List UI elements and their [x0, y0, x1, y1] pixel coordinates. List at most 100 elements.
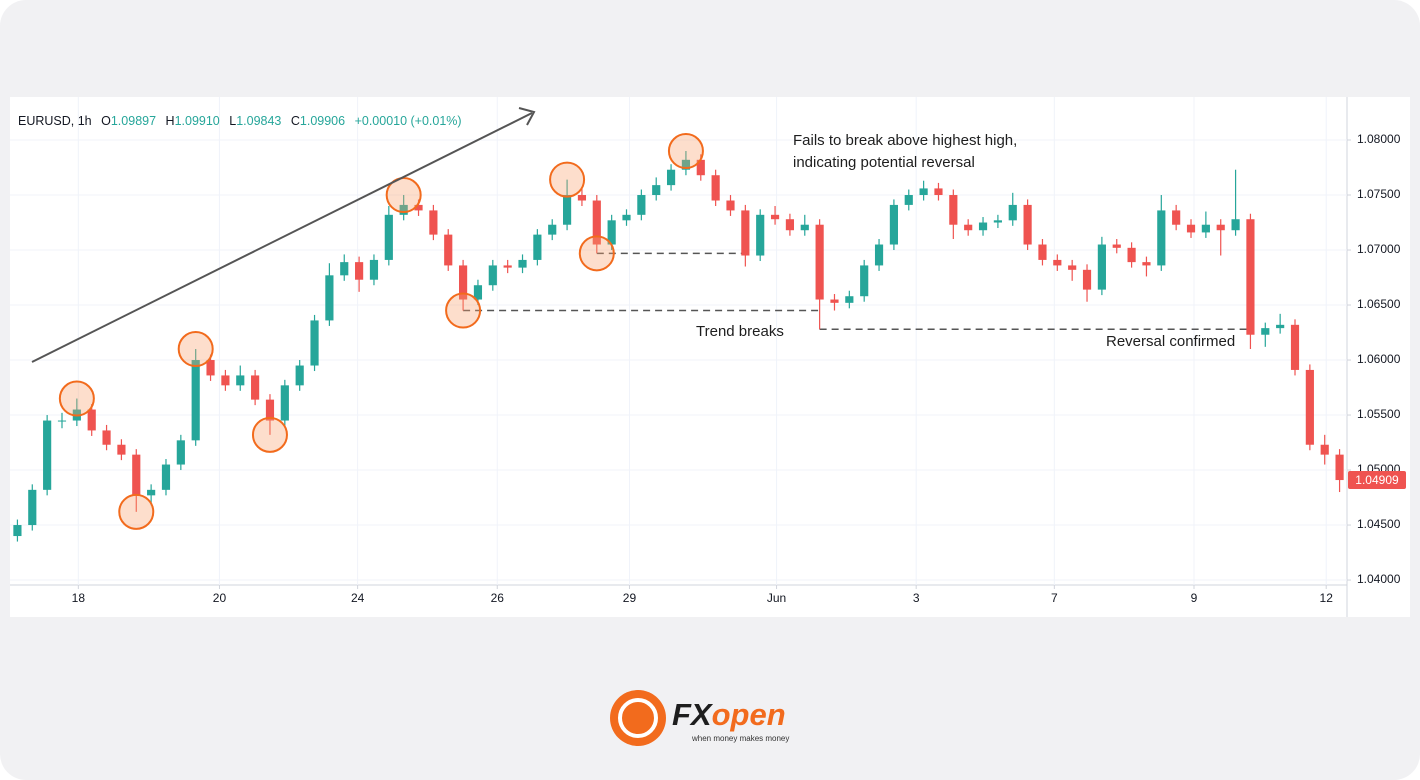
ohlc-key: O	[101, 114, 111, 128]
candle-body	[726, 200, 735, 211]
ohlc-key: L	[229, 114, 236, 128]
candle-body	[117, 444, 126, 455]
candle-body	[414, 204, 423, 211]
logo: FXopen when money makes money	[610, 690, 789, 746]
x-tick-label: 18	[72, 591, 86, 605]
logo-mark-inner	[618, 698, 658, 738]
x-tick-label: 24	[351, 591, 365, 605]
x-tick-label: 12	[1320, 591, 1334, 605]
candle-body	[1008, 204, 1017, 221]
candle-body	[87, 409, 96, 431]
candle-body	[147, 489, 156, 496]
symbol: EURUSD, 1h	[18, 114, 92, 128]
logo-tagline: when money makes money	[691, 734, 789, 743]
reversal-note: Reversal confirmed	[1106, 333, 1235, 350]
candle-body	[696, 159, 705, 176]
candle-body	[800, 224, 809, 231]
candle-body	[741, 210, 750, 256]
chart-panel	[10, 97, 1410, 617]
swing-circles	[58, 133, 704, 530]
x-tick-label: Jun	[767, 591, 786, 605]
candle-body	[102, 430, 111, 445]
candle-body	[770, 214, 780, 220]
candle-body	[860, 265, 869, 297]
candle-body	[889, 204, 898, 245]
candle-body	[384, 214, 393, 260]
candle-body	[1097, 244, 1106, 290]
levels	[463, 252, 1251, 330]
y-tick-label: 1.07500	[1357, 187, 1401, 201]
candle-body	[310, 320, 319, 366]
candle-body	[221, 375, 230, 386]
y-tick-label: 1.05500	[1357, 407, 1401, 421]
ohlc-key: H	[166, 114, 175, 128]
fails-note: indicating potential reversal	[793, 154, 975, 171]
y-tick-label: 1.06500	[1357, 297, 1401, 311]
candle-body	[1023, 204, 1032, 245]
swing-circle	[251, 416, 288, 453]
candle-body	[1335, 454, 1344, 481]
candle-body	[28, 489, 37, 526]
swing-circle	[578, 235, 615, 272]
candles	[13, 151, 1344, 542]
candle-body	[949, 195, 958, 225]
candle-body	[815, 224, 824, 300]
candle-body	[459, 265, 468, 300]
candle-body	[265, 399, 275, 421]
x-tick-label: 29	[623, 591, 637, 605]
candle-body	[964, 224, 973, 231]
arrow-line	[31, 112, 533, 363]
candle-body	[1246, 219, 1255, 335]
candle-body	[874, 244, 884, 266]
trend-arrow	[31, 107, 536, 363]
candle-body	[1112, 244, 1121, 248]
candle-body	[1290, 324, 1300, 370]
grid	[10, 97, 1347, 585]
ohlc-value: 1.09897	[111, 114, 156, 128]
candle-body	[1172, 210, 1181, 225]
candle-body	[488, 265, 497, 286]
swing-circle	[177, 331, 214, 368]
candle-body	[1157, 210, 1166, 266]
candle-body	[369, 259, 379, 280]
y-tick-label: 1.06000	[1357, 352, 1401, 366]
trend-breaks-note: Trend breaks	[696, 323, 784, 340]
candle-body	[711, 175, 720, 201]
candle-body	[1305, 369, 1314, 445]
candle-body	[533, 234, 542, 260]
candle-body	[548, 224, 557, 235]
candle-body	[280, 385, 289, 421]
candle-body	[1038, 244, 1047, 260]
candle-body	[904, 195, 913, 205]
candle-body	[1201, 224, 1210, 233]
candle-body	[1053, 259, 1062, 266]
candle-body	[1142, 262, 1151, 266]
last-price-tag	[1348, 471, 1406, 490]
swing-circle	[445, 292, 482, 329]
candle-body	[622, 214, 631, 221]
candle-body	[1261, 328, 1270, 335]
candle-body	[845, 296, 854, 303]
candle-body	[191, 360, 200, 441]
candle-body	[1276, 324, 1285, 329]
candle-body	[295, 365, 304, 386]
candle-body	[43, 420, 52, 490]
candle-body	[518, 259, 527, 268]
candle-body	[13, 525, 22, 537]
candle-body	[1320, 444, 1329, 455]
candle-body	[132, 454, 141, 496]
ohlc-value: 1.09843	[236, 114, 281, 128]
candle-body	[340, 262, 349, 276]
swing-circle	[667, 133, 704, 170]
candle-body	[1216, 224, 1225, 231]
y-tick-label: 1.08000	[1357, 132, 1401, 146]
y-tick-label: 1.04000	[1357, 572, 1401, 586]
candle-body	[562, 195, 572, 225]
candle-body	[236, 375, 245, 386]
candle-body	[756, 214, 765, 256]
candle-body	[503, 265, 512, 268]
candle-body	[652, 185, 661, 196]
candle-body	[325, 275, 334, 321]
